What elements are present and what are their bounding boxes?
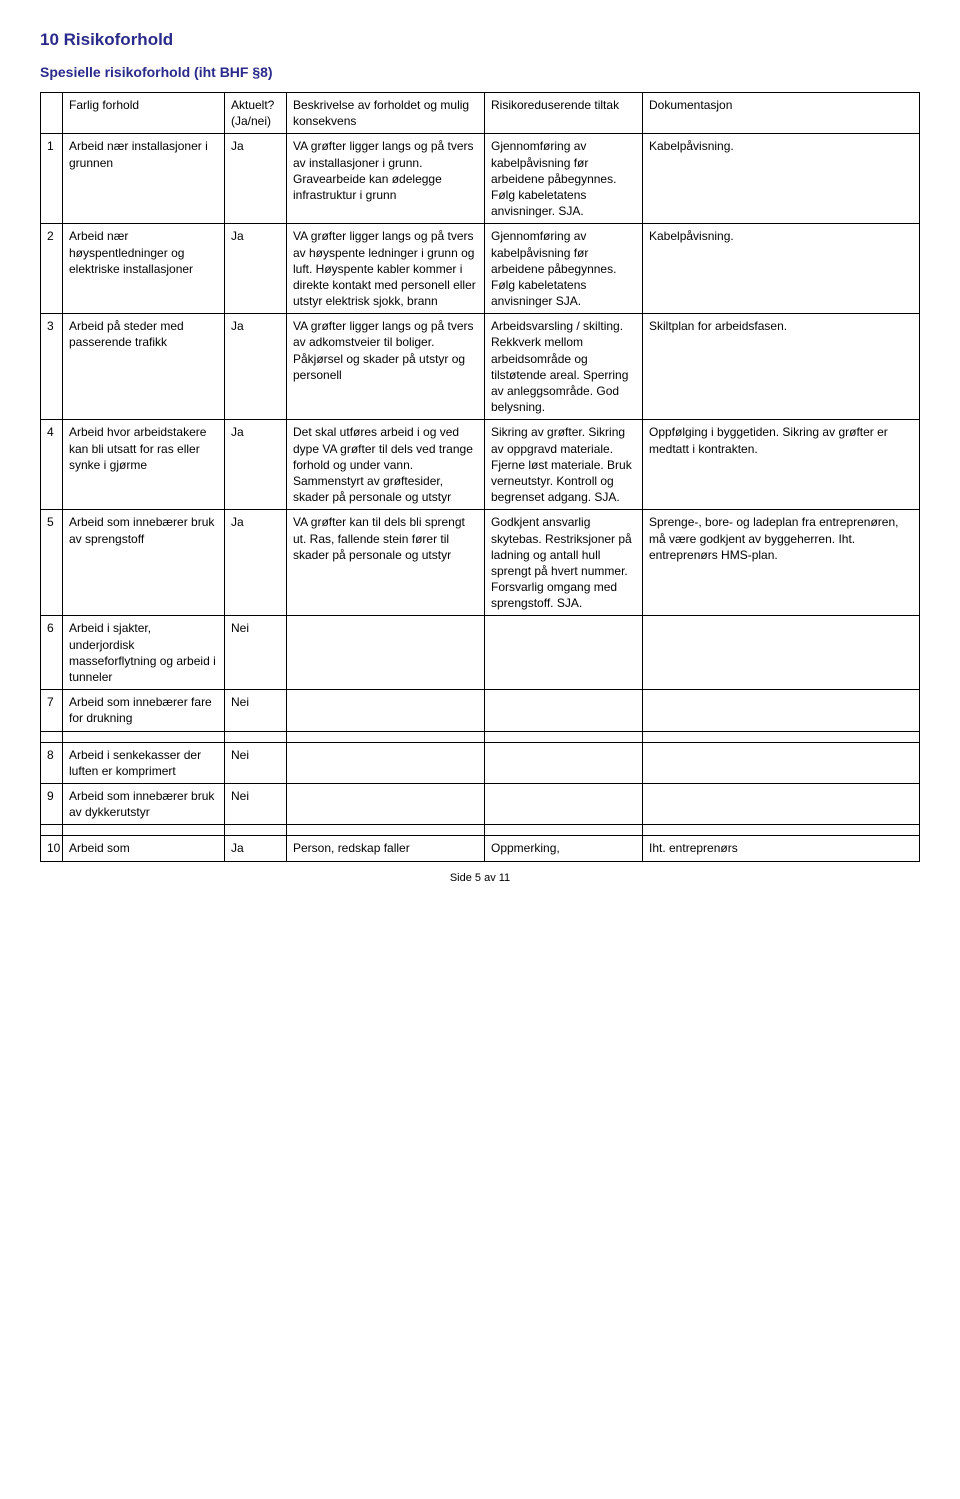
table-row: 2Arbeid nær høyspentledninger og elektri… [41,224,920,314]
cell-risk: Godkjent ansvarlig skytebas. Restriksjon… [485,510,643,616]
cell-risk [485,616,643,690]
page-footer: Side 5 av 11 [40,872,920,884]
cell-aktuelt: Nei [225,742,287,783]
cell-forhold: Arbeid som innebærer bruk av sprengstoff [63,510,225,616]
cell-risk: Arbeidsvarsling / skilting. Rekkverk mel… [485,314,643,420]
cell-besk: VA grøfter ligger langs og på tvers av i… [287,134,485,224]
cell-forhold: Arbeid på steder med passerende trafikk [63,314,225,420]
cell-forhold: Arbeid som innebærer bruk av dykkerutsty… [63,783,225,824]
cell-forhold: Arbeid hvor arbeidstakere kan bli utsatt… [63,420,225,510]
cell-besk: VA grøfter ligger langs og på tvers av h… [287,224,485,314]
table-row: 4Arbeid hvor arbeidstakere kan bli utsat… [41,420,920,510]
col-besk-header: Beskrivelse av forholdet og mulig konsek… [287,93,485,134]
cell-forhold: Arbeid i senkekasser der luften er kompr… [63,742,225,783]
cell-dok: Skiltplan for arbeidsfasen. [643,314,920,420]
cell-n: 10 [41,836,63,861]
col-num-header [41,93,63,134]
cell-dok: Kabelpåvisning. [643,134,920,224]
cell-dok: Sprenge-, bore- og ladeplan fra entrepre… [643,510,920,616]
cell-risk [485,783,643,824]
cell-dok [643,690,920,731]
table-row: 9Arbeid som innebærer bruk av dykkerutst… [41,783,920,824]
table-row: 3Arbeid på steder med passerende trafikk… [41,314,920,420]
table-header-row: Farlig forhold Aktuelt? (Ja/nei) Beskriv… [41,93,920,134]
cell-risk: Sikring av grøfter. Sikring av oppgravd … [485,420,643,510]
table-row: 10Arbeid somJaPerson, redskap fallerOppm… [41,836,920,861]
cell-forhold: Arbeid som innebærer fare for drukning [63,690,225,731]
cell-besk: Det skal utføres arbeid i og ved dype VA… [287,420,485,510]
cell-aktuelt: Ja [225,314,287,420]
cell-n: 6 [41,616,63,690]
cell-dok [643,616,920,690]
cell-dok: Kabelpåvisning. [643,224,920,314]
cell-risk: Gjennomføring av kabelpåvisning før arbe… [485,224,643,314]
cell-n: 4 [41,420,63,510]
cell-risk [485,742,643,783]
cell-aktuelt: Ja [225,836,287,861]
cell-risk: Oppmerking, [485,836,643,861]
cell-dok: Oppfølging i byggetiden. Sikring av grøf… [643,420,920,510]
table-row: 7Arbeid som innebærer fare for drukningN… [41,690,920,731]
cell-n: 9 [41,783,63,824]
col-risk-header: Risikoreduserende tiltak [485,93,643,134]
table-row: 6Arbeid i sjakter, underjordisk massefor… [41,616,920,690]
risk-table: Farlig forhold Aktuelt? (Ja/nei) Beskriv… [40,92,920,862]
cell-dok [643,742,920,783]
cell-besk [287,690,485,731]
section-subtitle: Spesielle risikoforhold (iht BHF §8) [40,64,920,80]
table-row: 1Arbeid nær installasjoner i grunnenJaVA… [41,134,920,224]
cell-forhold: Arbeid nær installasjoner i grunnen [63,134,225,224]
cell-n: 3 [41,314,63,420]
cell-besk [287,783,485,824]
cell-forhold: Arbeid som [63,836,225,861]
col-dok-header: Dokumentasjon [643,93,920,134]
cell-n: 2 [41,224,63,314]
cell-risk [485,690,643,731]
cell-dok: Iht. entreprenørs [643,836,920,861]
cell-besk [287,742,485,783]
cell-aktuelt: Nei [225,690,287,731]
table-row: 8Arbeid i senkekasser der luften er komp… [41,742,920,783]
cell-aktuelt: Ja [225,510,287,616]
cell-besk: VA grøfter kan til dels bli sprengt ut. … [287,510,485,616]
cell-besk: VA grøfter ligger langs og på tvers av a… [287,314,485,420]
cell-risk: Gjennomføring av kabelpåvisning før arbe… [485,134,643,224]
cell-aktuelt: Nei [225,616,287,690]
cell-n: 8 [41,742,63,783]
cell-aktuelt: Ja [225,224,287,314]
spacer-row [41,825,920,836]
cell-aktuelt: Nei [225,783,287,824]
col-forhold-header: Farlig forhold [63,93,225,134]
cell-dok [643,783,920,824]
cell-n: 5 [41,510,63,616]
col-aktuelt-header: Aktuelt? (Ja/nei) [225,93,287,134]
cell-besk [287,616,485,690]
table-row: 5Arbeid som innebærer bruk av sprengstof… [41,510,920,616]
cell-forhold: Arbeid nær høyspentledninger og elektris… [63,224,225,314]
section-heading: 10 Risikoforhold [40,30,920,50]
cell-besk: Person, redskap faller [287,836,485,861]
cell-forhold: Arbeid i sjakter, underjordisk masseforf… [63,616,225,690]
cell-aktuelt: Ja [225,420,287,510]
cell-n: 7 [41,690,63,731]
cell-n: 1 [41,134,63,224]
cell-aktuelt: Ja [225,134,287,224]
spacer-row [41,731,920,742]
